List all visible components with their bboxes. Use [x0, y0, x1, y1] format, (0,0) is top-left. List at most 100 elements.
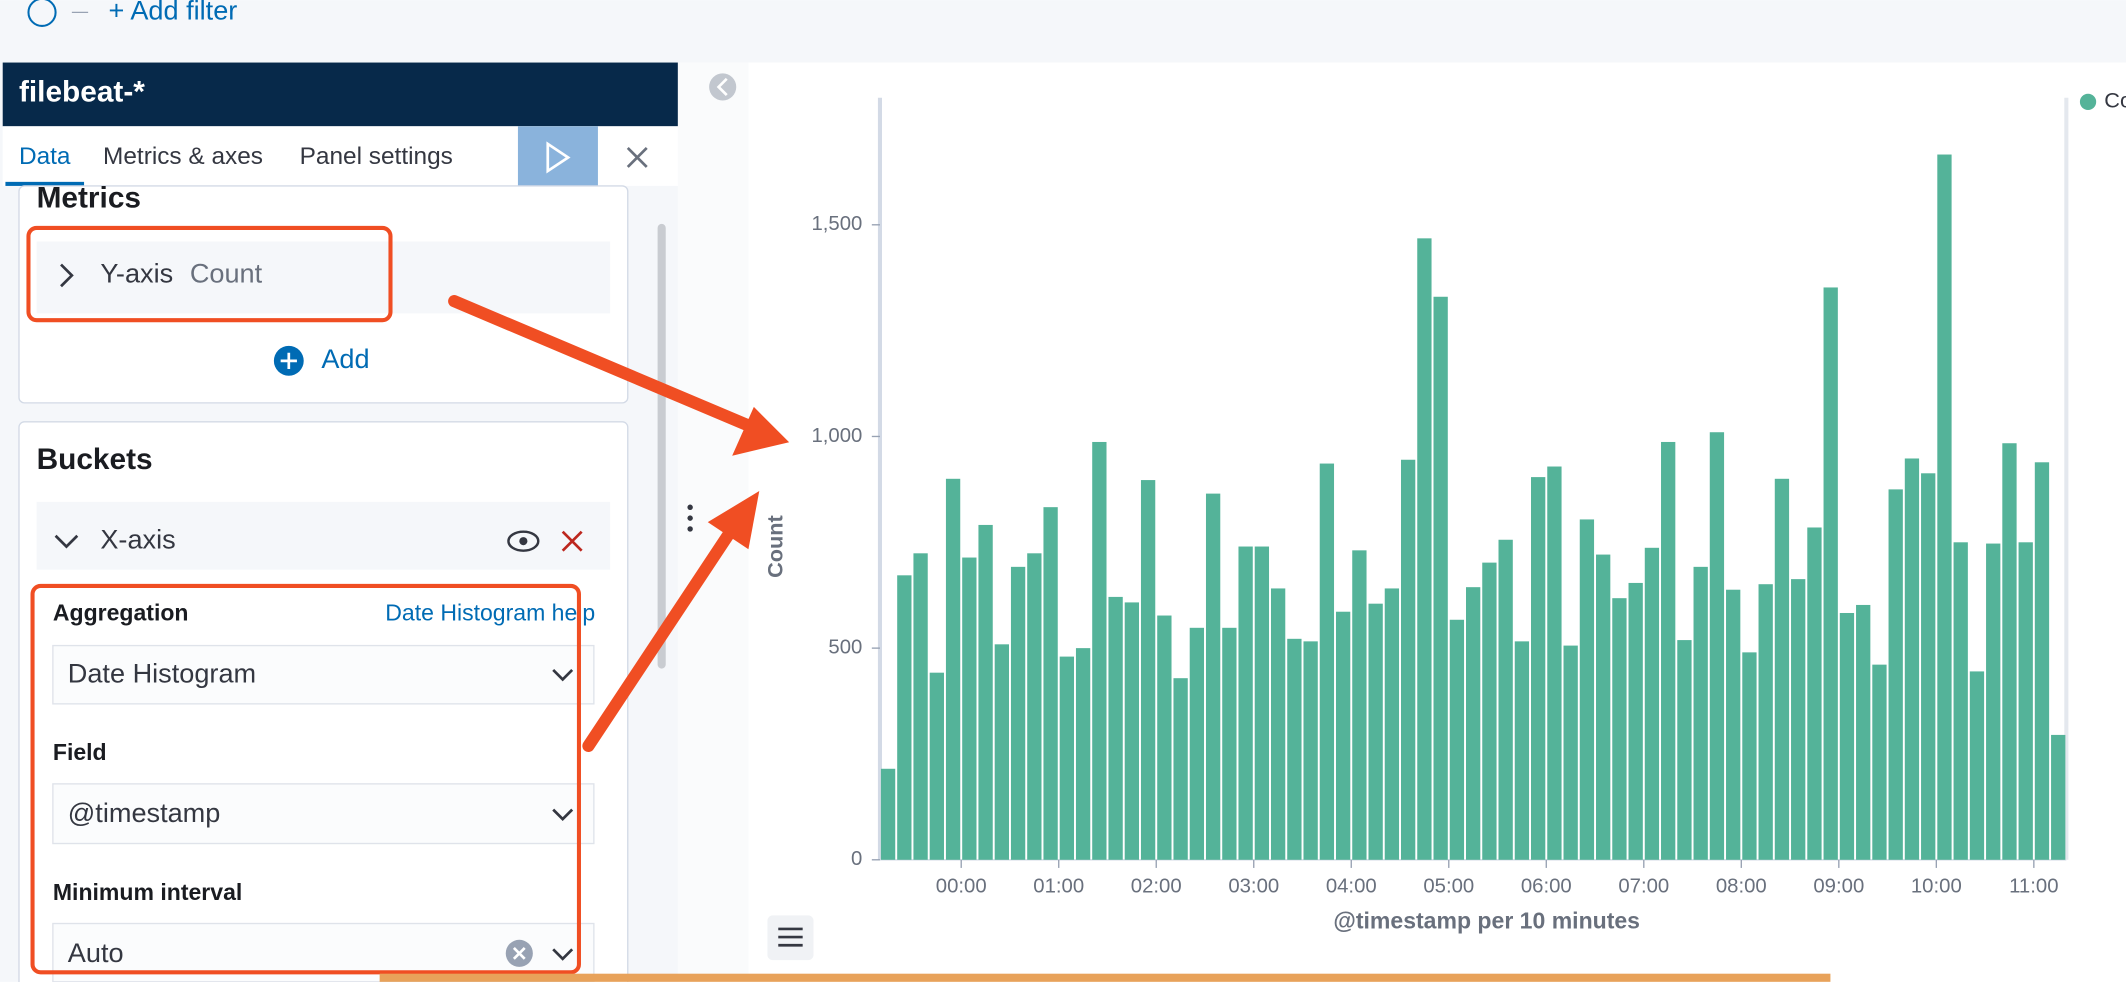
- bar: [1108, 596, 1123, 860]
- select[interactable]: [52, 644, 595, 705]
- remove-icon[interactable]: [561, 530, 583, 552]
- y-tick-label: 500: [828, 637, 862, 659]
- tab[interactable]: Panel settings: [300, 143, 453, 170]
- bar: [1205, 493, 1221, 860]
- list-icon: [778, 927, 803, 947]
- bar: [2018, 542, 2033, 860]
- bar: [1270, 588, 1286, 860]
- select-arrow: [552, 808, 574, 822]
- eye-icon[interactable]: [507, 530, 540, 552]
- bar: [1986, 543, 2001, 860]
- highlight-box: [30, 583, 581, 975]
- legend-label: Count: [2104, 88, 2126, 113]
- x-tick-label: 07:00: [1618, 875, 1669, 897]
- bar: [1579, 519, 1595, 860]
- x-tick-label: 11:00: [2009, 875, 2058, 897]
- bar: [1417, 238, 1432, 860]
- bar: [1482, 562, 1497, 860]
- x-tick-label: 09:00: [1813, 875, 1864, 897]
- metric-row[interactable]: [36, 241, 611, 314]
- bar: [1807, 527, 1822, 860]
- bar: [962, 557, 977, 860]
- add-filter[interactable]: + Add filter: [108, 0, 237, 26]
- bar: [1368, 603, 1383, 860]
- metrics-heading: Metrics: [37, 181, 141, 214]
- field-label: Minimum interval: [53, 879, 242, 905]
- tab-underline: [5, 181, 85, 186]
- bar-chart: 0 500 1,000 1,500 00:00 01:00 02:00 03:00 04:00 0…: [763, 88, 2126, 934]
- bar: [1287, 638, 1302, 860]
- bar: [1677, 640, 1692, 860]
- metric-agg: Count: [190, 258, 263, 289]
- bar: [1726, 589, 1741, 860]
- bar: [2034, 462, 2050, 860]
- select-value: Auto: [68, 937, 124, 968]
- bar: [1547, 466, 1562, 860]
- bar: [1921, 473, 1936, 860]
- bar: [1140, 480, 1156, 860]
- bar: [1075, 648, 1091, 860]
- x-axis-title: @timestamp per 10 minutes: [1333, 907, 1640, 933]
- tab[interactable]: Metrics & axes: [103, 143, 263, 170]
- bar: [1400, 459, 1416, 860]
- bar: [1823, 287, 1838, 860]
- bar: [1498, 539, 1513, 860]
- bar: [1531, 477, 1546, 860]
- x-tick-label: 08:00: [1716, 875, 1767, 897]
- filter-icon[interactable]: [27, 0, 57, 27]
- x-tick-label: 02:00: [1131, 875, 1182, 897]
- legend-swatch: [2079, 93, 2097, 111]
- filter-bar: [0, 0, 2126, 63]
- bar: [1043, 507, 1058, 860]
- select-value: Date Histogram: [68, 658, 256, 689]
- collapse-arrow: [716, 77, 728, 97]
- bottom-strip: [379, 973, 1831, 982]
- x-tick-label: 06:00: [1521, 875, 1572, 897]
- bar: [880, 768, 896, 860]
- bar: [897, 575, 912, 860]
- x-tick-label: 05:00: [1423, 875, 1474, 897]
- play-icon: [546, 141, 571, 174]
- help-link[interactable]: Date Histogram help: [385, 599, 595, 625]
- bar: [1791, 579, 1806, 860]
- bar: [1335, 611, 1351, 860]
- bar: [1563, 645, 1578, 860]
- collapse-button[interactable]: [709, 73, 737, 101]
- bar: [929, 672, 944, 860]
- panel-header: [2, 62, 678, 127]
- bar: [1888, 489, 1903, 860]
- bar: [1157, 615, 1172, 860]
- bar: [1628, 582, 1643, 860]
- bar: [1010, 566, 1026, 860]
- select-arrow: [552, 669, 574, 682]
- apply-button[interactable]: [517, 126, 598, 186]
- tab[interactable]: Data: [19, 143, 71, 170]
- bar: [1596, 554, 1611, 860]
- x-tick-label: 00:00: [936, 875, 987, 897]
- x-tick-label: 04:00: [1326, 875, 1377, 897]
- buckets-heading: Buckets: [37, 443, 153, 476]
- y-tick-label: 1,000: [811, 425, 862, 447]
- select-arrow: [552, 948, 574, 961]
- bar: [978, 524, 993, 860]
- bar: [1644, 547, 1660, 860]
- select[interactable]: [52, 783, 595, 845]
- scrollbar: [657, 223, 666, 669]
- resize-dot: [687, 526, 693, 532]
- x-tick-label: 03:00: [1228, 875, 1279, 897]
- bar: [1839, 612, 1855, 860]
- select-value: @timestamp: [68, 797, 221, 828]
- bar: [1709, 432, 1725, 860]
- arrow-head: [707, 491, 760, 550]
- y-tick-label: 1,500: [811, 213, 862, 235]
- metric-axis: Y-axis: [100, 258, 173, 289]
- bucket-row[interactable]: [36, 501, 611, 570]
- chevron: [60, 263, 74, 288]
- bar: [2051, 734, 2066, 860]
- bar: [1254, 546, 1270, 860]
- close-icon[interactable]: [626, 147, 648, 168]
- bar: [1465, 587, 1481, 860]
- add-metric[interactable]: Add: [321, 343, 369, 374]
- field-label: Field: [53, 739, 107, 765]
